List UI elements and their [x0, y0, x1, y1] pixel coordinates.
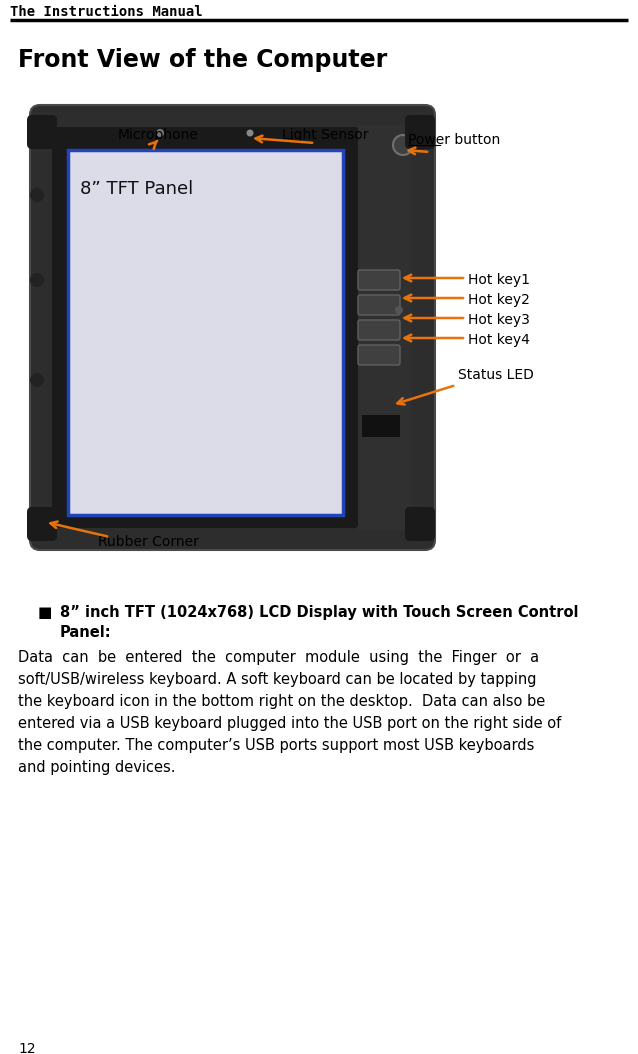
FancyBboxPatch shape — [30, 105, 435, 550]
Text: Hot key2: Hot key2 — [468, 293, 530, 307]
Text: soft/USB/wireless keyboard. A soft keyboard can be located by tapping: soft/USB/wireless keyboard. A soft keybo… — [18, 672, 537, 687]
FancyBboxPatch shape — [358, 270, 400, 290]
Text: Front View of the Computer: Front View of the Computer — [18, 48, 387, 72]
Circle shape — [156, 129, 164, 137]
Text: ■: ■ — [38, 605, 52, 620]
Circle shape — [30, 188, 44, 202]
Circle shape — [30, 273, 44, 287]
FancyBboxPatch shape — [405, 507, 435, 541]
Circle shape — [393, 135, 413, 155]
Text: Power button: Power button — [408, 133, 500, 147]
Text: 8” TFT Panel: 8” TFT Panel — [80, 180, 193, 198]
Text: 8” inch TFT (1024x768) LCD Display with Touch Screen Control: 8” inch TFT (1024x768) LCD Display with … — [60, 605, 579, 620]
Text: the computer. The computer’s USB ports support most USB keyboards: the computer. The computer’s USB ports s… — [18, 738, 535, 753]
FancyBboxPatch shape — [358, 295, 400, 315]
Bar — [68, 150, 343, 515]
Text: Hot key3: Hot key3 — [468, 313, 530, 327]
FancyBboxPatch shape — [405, 115, 435, 149]
FancyBboxPatch shape — [52, 126, 358, 528]
Bar — [362, 415, 400, 437]
Text: the keyboard icon in the bottom right on the desktop.  Data can also be: the keyboard icon in the bottom right on… — [18, 694, 545, 709]
Text: Panel:: Panel: — [60, 625, 112, 640]
Circle shape — [395, 306, 403, 314]
Text: 12: 12 — [18, 1042, 36, 1054]
Text: Rubber Corner: Rubber Corner — [98, 535, 199, 549]
Text: Hot key4: Hot key4 — [468, 333, 530, 347]
Text: Hot key1: Hot key1 — [468, 273, 530, 287]
FancyBboxPatch shape — [358, 345, 400, 365]
Circle shape — [246, 130, 253, 137]
Circle shape — [30, 373, 44, 387]
FancyBboxPatch shape — [27, 115, 57, 149]
Text: Microphone: Microphone — [118, 128, 199, 142]
Text: entered via a USB keyboard plugged into the USB port on the right side of: entered via a USB keyboard plugged into … — [18, 716, 561, 731]
Text: The Instructions Manual: The Instructions Manual — [10, 5, 203, 19]
Bar — [357, 125, 412, 530]
FancyBboxPatch shape — [358, 320, 400, 340]
Text: Status LED: Status LED — [458, 368, 534, 382]
FancyBboxPatch shape — [27, 507, 57, 541]
Text: and pointing devices.: and pointing devices. — [18, 760, 175, 775]
Text: Data  can  be  entered  the  computer  module  using  the  Finger  or  a: Data can be entered the computer module … — [18, 650, 539, 665]
Text: Light Sensor: Light Sensor — [282, 128, 369, 142]
